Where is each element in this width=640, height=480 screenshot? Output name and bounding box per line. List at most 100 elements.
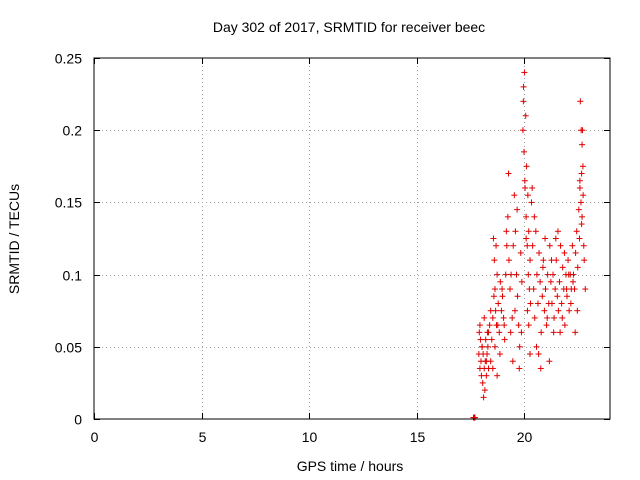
data-point: [494, 372, 501, 379]
data-point: [572, 329, 579, 336]
data-point: [580, 192, 587, 199]
data-point: [531, 314, 538, 321]
data-point: [530, 286, 537, 293]
data-point: [567, 300, 574, 307]
data-point: [558, 300, 565, 307]
data-point: [580, 242, 587, 249]
y-tick-label: 0.05: [55, 340, 82, 356]
data-point: [494, 271, 501, 278]
data-point: [579, 141, 586, 148]
data-point: [519, 127, 526, 134]
data-point: [578, 221, 585, 228]
x-axis-label: GPS time / hours: [297, 458, 404, 474]
data-point: [502, 271, 509, 278]
data-point: [535, 351, 542, 358]
data-point: [577, 199, 584, 206]
data-point: [529, 184, 536, 191]
data-point: [508, 271, 515, 278]
data-point: [496, 351, 503, 358]
data-point: [564, 293, 570, 300]
data-point: [565, 257, 572, 264]
axis-ticks: [94, 58, 610, 420]
plot-frame: [93, 57, 611, 420]
data-point: [552, 235, 559, 242]
data-point: [541, 307, 548, 314]
data-point: [500, 314, 507, 321]
data-point: [514, 206, 521, 213]
data-point: [504, 213, 511, 220]
data-points: [470, 69, 589, 421]
data-point: [518, 278, 525, 285]
data-point: [546, 242, 553, 249]
data-point: [556, 278, 563, 285]
data-point: [574, 307, 581, 314]
data-point: [542, 235, 549, 242]
data-point: [557, 329, 564, 336]
data-point: [573, 228, 580, 235]
data-point: [521, 69, 528, 76]
data-point: [552, 286, 559, 293]
data-point: [559, 314, 566, 321]
data-point: [517, 249, 524, 256]
data-point: [532, 228, 539, 235]
data-point: [523, 213, 530, 220]
data-point: [498, 307, 505, 314]
data-point: [561, 249, 568, 256]
data-point: [559, 264, 566, 271]
data-point: [576, 177, 583, 184]
data-point: [528, 199, 535, 206]
y-tick-label: 0.2: [63, 123, 83, 139]
data-point: [516, 365, 523, 372]
chart-title: Day 302 of 2017, SRMTID for receiver bee…: [213, 19, 485, 35]
data-point: [570, 278, 577, 285]
data-point: [479, 379, 486, 386]
data-point: [547, 278, 554, 285]
grid-lines: [94, 58, 610, 419]
data-point: [536, 249, 543, 256]
data-point: [539, 264, 546, 271]
data-point: [571, 286, 578, 293]
data-point: [507, 286, 514, 293]
y-tick-label: 0: [74, 412, 82, 428]
data-point: [505, 170, 512, 177]
data-point: [554, 293, 561, 300]
data-point: [483, 372, 490, 379]
data-point: [576, 235, 583, 242]
data-point: [486, 322, 493, 329]
data-point: [492, 307, 499, 314]
data-point: [516, 343, 523, 350]
y-tick-labels: 0 0.05 0.1 0.15 0.2 0.25: [55, 51, 82, 428]
data-point: [538, 329, 545, 336]
x-tick-label: 10: [302, 429, 318, 445]
data-point: [544, 271, 551, 278]
data-point: [525, 228, 532, 235]
data-point: [561, 322, 568, 329]
data-point: [521, 177, 528, 184]
data-point: [522, 184, 529, 191]
data-point: [476, 322, 483, 329]
data-point: [477, 336, 484, 343]
data-point: [569, 242, 576, 249]
data-point: [471, 414, 478, 421]
data-point: [493, 242, 500, 249]
data-point: [529, 242, 536, 249]
data-point: [576, 184, 583, 191]
data-point: [537, 278, 544, 285]
data-point: [494, 322, 501, 329]
data-point: [480, 394, 487, 401]
data-point: [554, 228, 561, 235]
data-point: [581, 257, 588, 264]
data-point: [484, 351, 491, 358]
y-tick-label: 0.1: [63, 268, 83, 284]
data-point: [501, 336, 508, 343]
x-tick-label: 5: [199, 429, 207, 445]
data-point: [515, 322, 522, 329]
data-point: [522, 112, 529, 119]
data-point: [490, 235, 497, 242]
data-point: [520, 98, 527, 105]
data-point: [510, 242, 517, 249]
data-point: [531, 213, 538, 220]
data-point: [483, 358, 490, 365]
data-point: [520, 83, 527, 90]
